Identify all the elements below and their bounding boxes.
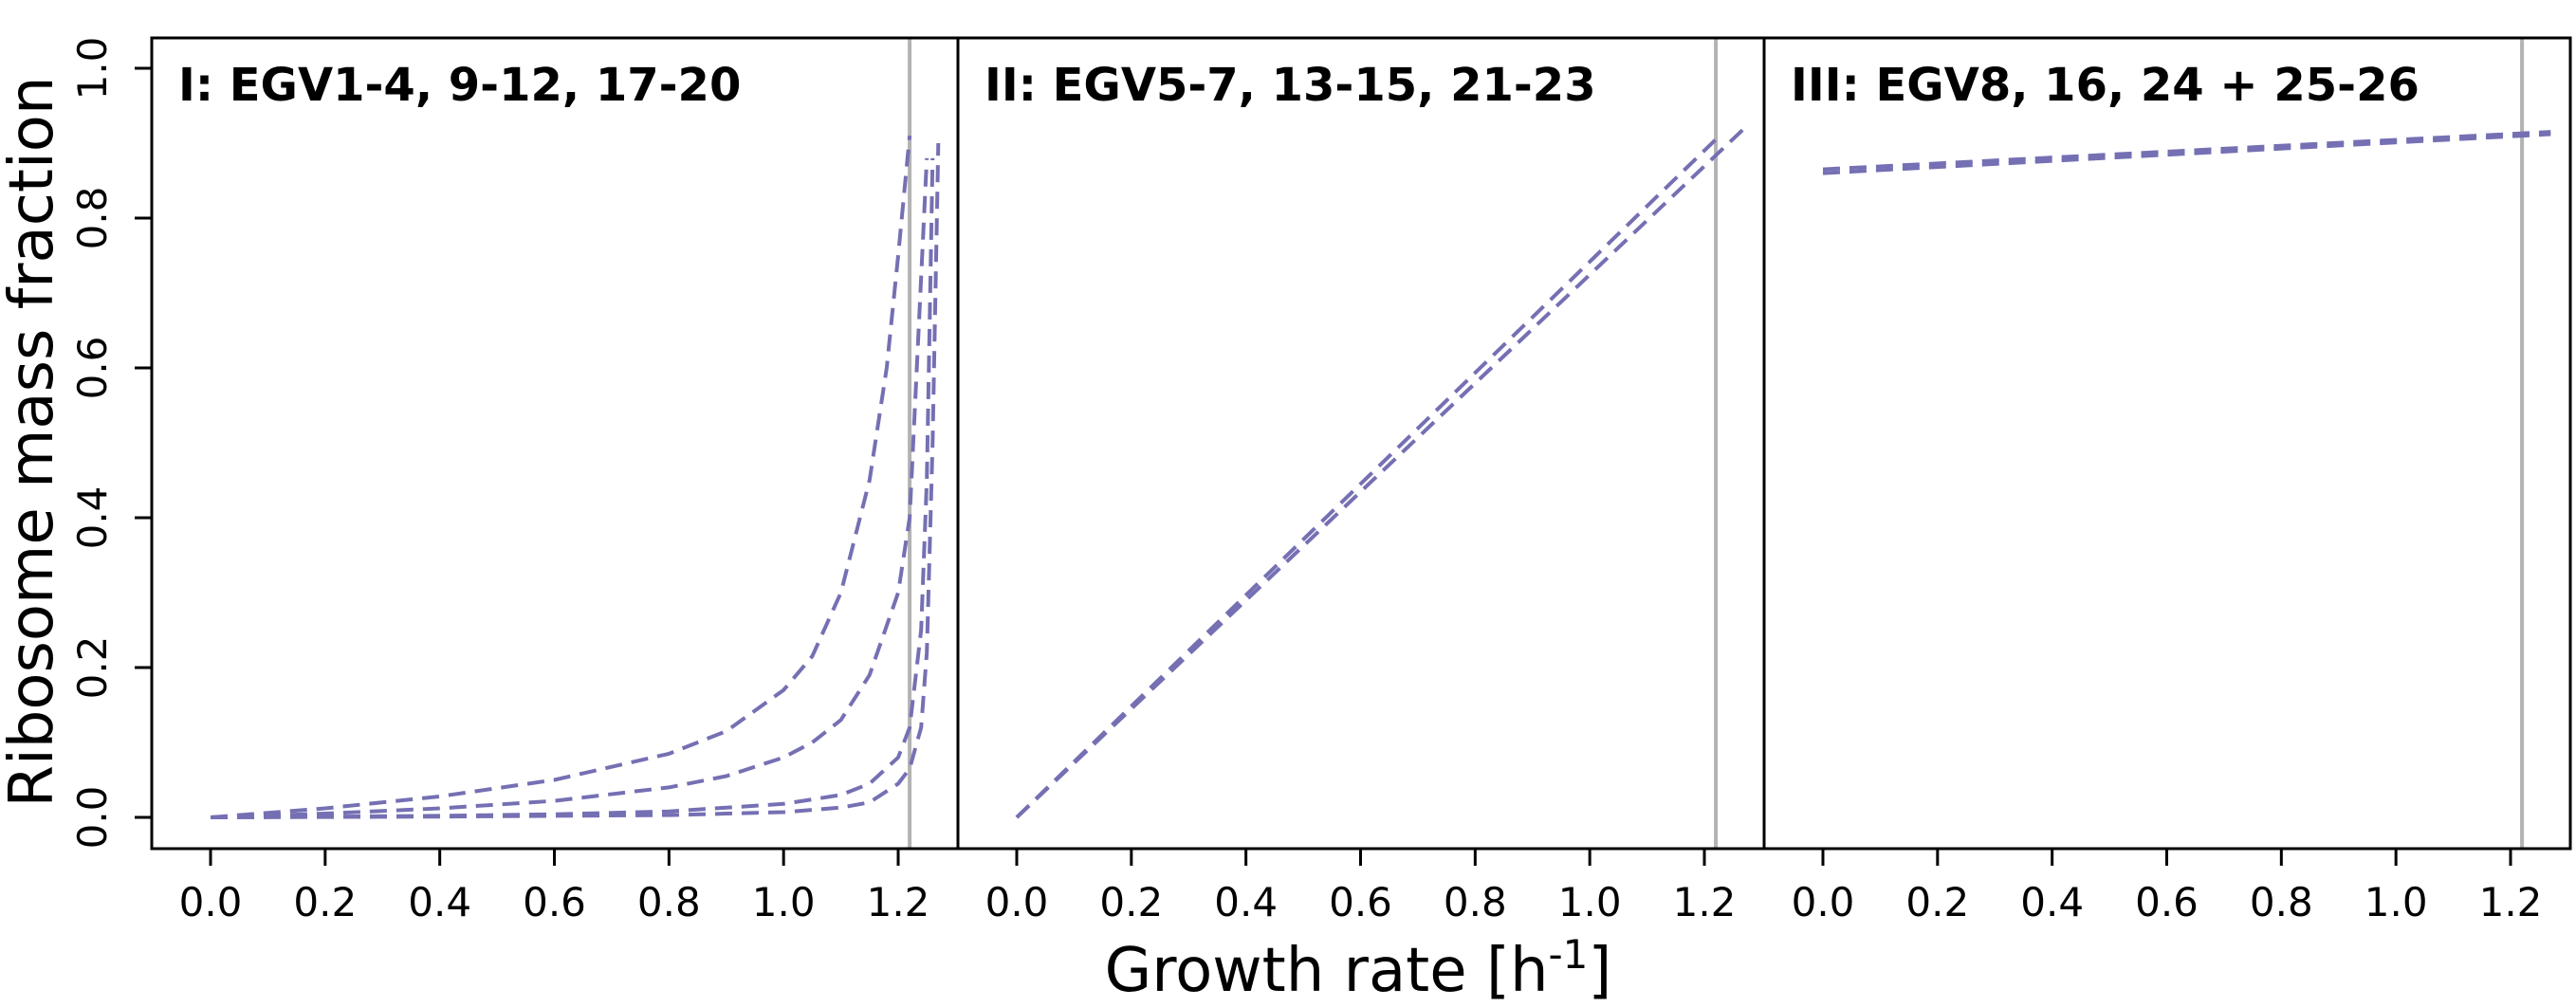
- y-axis-title: Ribosome mass fraction: [0, 76, 67, 807]
- y-tick-label: 0.6: [69, 337, 116, 400]
- x-tick-label: 1.0: [1558, 879, 1622, 925]
- x-axis-title: Growth rate [h-1]: [1105, 931, 1612, 1006]
- x-tick-label: 0.4: [408, 879, 471, 925]
- x-tick-label: 1.2: [867, 879, 930, 925]
- x-tick-label: 0.6: [1329, 879, 1392, 925]
- x-tick-label: 0.0: [1792, 879, 1855, 925]
- x-axis-title-main: Growth rate [h: [1105, 936, 1549, 1006]
- x-tick-label: 0.2: [1099, 879, 1163, 925]
- panel-title: III: EGV8, 16, 24 + 25-26: [1791, 59, 2420, 112]
- series-line-1: [1015, 137, 1718, 819]
- panel-3: III: EGV8, 16, 24 + 25-26 0.0 0.2 0.4 0.6 0.8…: [1762, 36, 2572, 925]
- x-tick-label: 0.8: [1444, 879, 1507, 925]
- series-line-1: [1822, 130, 2551, 172]
- series-line-3: [210, 157, 935, 819]
- y-tick-label: 0.8: [69, 187, 116, 250]
- y-tick-label: 0.0: [69, 786, 116, 850]
- x-tick-label: 1.0: [752, 879, 816, 925]
- series-line-2: [210, 157, 929, 819]
- x-axis-title-superscript: -1: [1549, 931, 1589, 978]
- x-tick-label: 0.8: [2250, 879, 2313, 925]
- series-line-1: [210, 135, 912, 819]
- x-axis-title-suffix: ]: [1588, 936, 1611, 1006]
- x-tick-label: 0.6: [2135, 879, 2199, 925]
- x-tick-label: 0.2: [1905, 879, 1969, 925]
- panel-title: I: EGV1-4, 9-12, 17-20: [178, 59, 741, 112]
- x-tick-label: 1.0: [2364, 879, 2428, 925]
- x-tick-label: 0.0: [179, 879, 243, 925]
- x-tick-label: 0.4: [1214, 879, 1278, 925]
- x-tick-label: 0.2: [293, 879, 357, 925]
- series-line-2: [1015, 126, 1746, 819]
- y-tick-label: 0.2: [69, 636, 116, 700]
- x-tick-label: 0.4: [2020, 879, 2084, 925]
- y-tick-label: 0.4: [69, 486, 116, 550]
- panel-frame: [956, 36, 1766, 851]
- series-line-2: [1822, 132, 2551, 175]
- x-tick-label: 0.8: [637, 879, 701, 925]
- panel-title: II: EGV5-7, 13-15, 21-23: [984, 59, 1596, 112]
- x-tick-label: 1.2: [2479, 879, 2543, 925]
- panel-2: II: EGV5-7, 13-15, 21-23 0.0 0.2 0.4 0.6 0.8 1…: [956, 36, 1766, 925]
- panel-frame: [1762, 36, 2572, 851]
- series-line-4: [210, 142, 941, 819]
- panel-frame: [150, 36, 960, 851]
- x-tick-label: 0.6: [523, 879, 586, 925]
- x-tick-label: 1.2: [1673, 879, 1737, 925]
- panel-1: I: EGV1-4, 9-12, 17-20 0.0 0.2 0.4 0.6 0.8 1.0…: [69, 36, 960, 925]
- y-tick-label: 1.0: [69, 37, 116, 101]
- x-tick-label: 0.0: [985, 879, 1049, 925]
- panels: I: EGV1-4, 9-12, 17-20 0.0 0.2 0.4 0.6 0.8 1.0…: [69, 36, 2572, 925]
